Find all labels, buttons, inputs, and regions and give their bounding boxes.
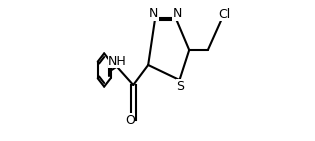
- Text: N: N: [149, 7, 158, 20]
- Text: NH: NH: [108, 55, 127, 68]
- Text: Cl: Cl: [218, 8, 230, 21]
- Text: S: S: [176, 80, 184, 93]
- Text: N: N: [173, 7, 182, 20]
- Text: O: O: [125, 114, 135, 126]
